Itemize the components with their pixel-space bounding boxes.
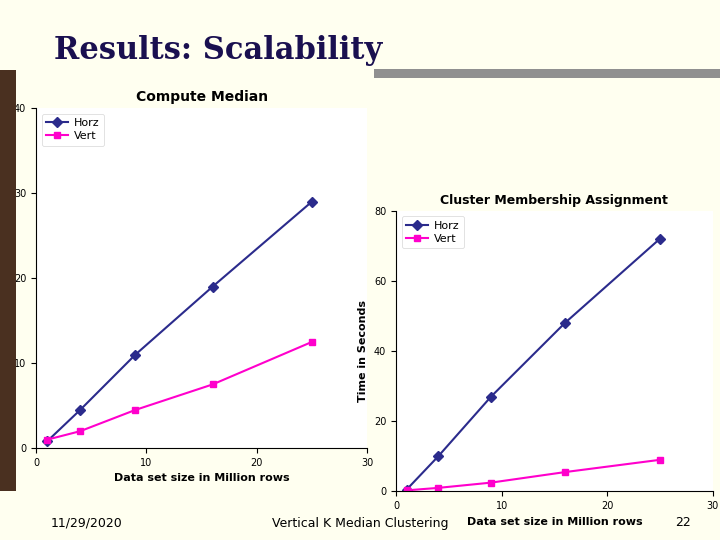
Line: Horz: Horz [403, 235, 663, 493]
Title: Compute Median: Compute Median [135, 90, 268, 104]
Horz [131, 352, 140, 358]
Vert [76, 428, 84, 434]
Vert [561, 469, 570, 475]
Vert [208, 381, 217, 388]
Horz [76, 407, 84, 413]
Title: Cluster Membership Assignment: Cluster Membership Assignment [441, 194, 668, 207]
Legend: Horz, Vert: Horz, Vert [42, 113, 104, 146]
Text: Results: Scalability: Results: Scalability [54, 35, 382, 66]
Vert [434, 485, 443, 491]
Horz [402, 487, 411, 493]
Line: Vert: Vert [403, 456, 663, 494]
Horz [307, 198, 316, 205]
Vert [487, 480, 495, 486]
Y-axis label: Time in Seconds: Time in Seconds [0, 227, 9, 329]
Horz [434, 453, 443, 460]
Line: Vert: Vert [44, 339, 315, 443]
Horz [561, 320, 570, 326]
Vert [656, 457, 665, 463]
Line: Horz: Horz [44, 198, 315, 445]
Vert [42, 436, 51, 443]
Horz [42, 438, 51, 444]
X-axis label: Data set size in Million rows: Data set size in Million rows [467, 517, 642, 526]
Horz [487, 393, 495, 400]
Horz [656, 235, 665, 242]
Text: Vertical K Median Clustering: Vertical K Median Clustering [271, 516, 449, 530]
Horz [208, 284, 217, 290]
Vert [131, 407, 140, 413]
Legend: Horz, Vert: Horz, Vert [402, 216, 464, 248]
Text: 11/29/2020: 11/29/2020 [50, 516, 122, 530]
Y-axis label: Time in Seconds: Time in Seconds [359, 300, 369, 402]
Vert [402, 487, 411, 494]
Text: 22: 22 [675, 516, 691, 530]
Vert [307, 339, 316, 345]
X-axis label: Data set size in Million rows: Data set size in Million rows [114, 474, 289, 483]
